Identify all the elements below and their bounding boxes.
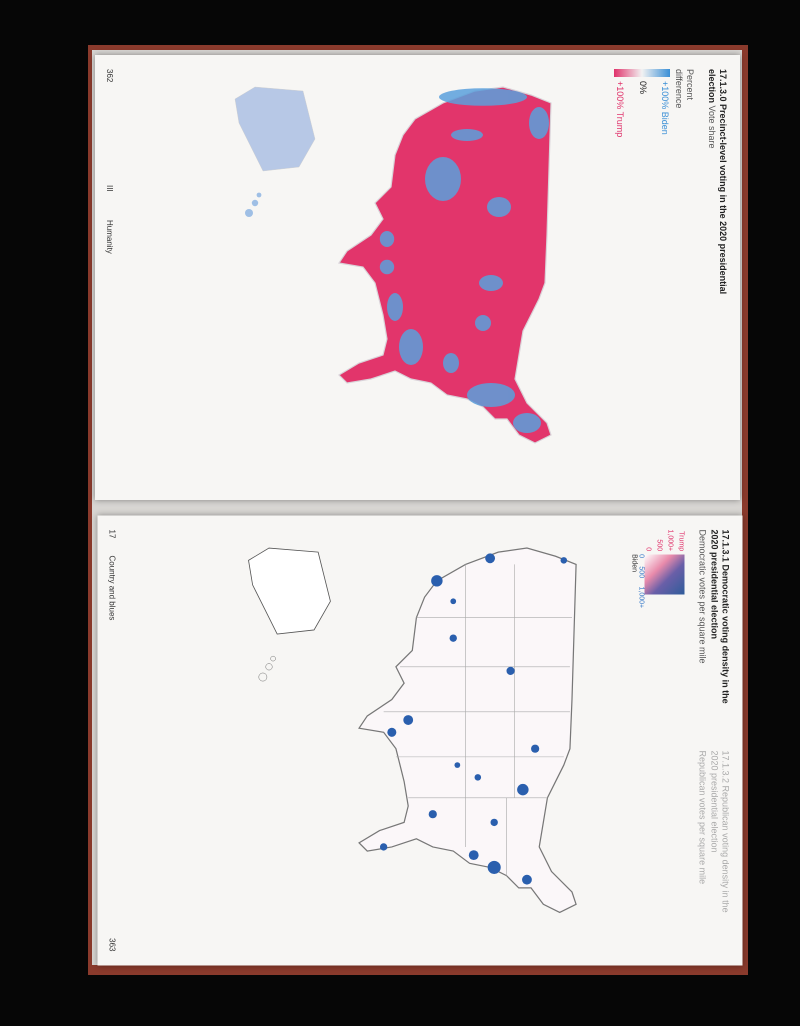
- figure-id: 17.1.3.1: [720, 529, 731, 563]
- blue-areas: [379, 88, 549, 433]
- page-number: 362: [105, 69, 114, 83]
- figure-subtitle: Republican votes per square mile: [698, 750, 708, 885]
- figure-id: 17.1.3.0: [718, 69, 728, 102]
- us-outline: [337, 86, 552, 444]
- page-right: 17.1.3.1 Democratic voting density in th…: [97, 515, 743, 966]
- legend-label: 0%: [637, 81, 648, 95]
- legend-x: 0 500 1,000+: [638, 554, 645, 608]
- hawaii: [245, 192, 262, 217]
- hawaii: [258, 655, 276, 682]
- legend-x-tick: 500: [637, 566, 645, 579]
- density-legend: Trump 1,000+ 500 0 0 500 1,000+ Biden: [631, 530, 685, 609]
- state-lines: [383, 564, 572, 876]
- section-number: 17: [107, 529, 117, 539]
- blue-dots: [379, 553, 568, 885]
- section-number: III: [105, 185, 114, 192]
- running-head: Humanity: [105, 220, 114, 254]
- legend-square: [644, 554, 685, 595]
- legend-title: Percent difference: [674, 69, 696, 109]
- legend-y-tick: 0: [644, 547, 652, 552]
- legend-y-tick: 1,000+: [666, 529, 674, 552]
- figure-subtitle: Democratic votes per square mile: [698, 529, 708, 664]
- legend-label: +100% Biden: [660, 81, 670, 135]
- legend-y: Trump 1,000+ 500 0: [645, 530, 685, 552]
- figure-subtitle: Vote share: [706, 105, 717, 149]
- figure-id: 17.1.3.2: [720, 750, 731, 784]
- figure-caption: 17.1.3.2 Republican voting density in th…: [697, 751, 731, 931]
- figure-caption: 17.1.3.1 Democratic voting density in th…: [697, 530, 731, 710]
- us-outline: [358, 547, 577, 914]
- legend-y-title: Trump: [677, 531, 685, 552]
- legend-y-tick: 500: [655, 539, 663, 552]
- density-map: [248, 547, 577, 914]
- page-left: 17.1.3.0 Precinct-level voting in the 20…: [95, 55, 740, 500]
- legend-x-tick: 0: [637, 554, 645, 559]
- legend-x-tick: 1,000+: [637, 586, 645, 609]
- alaska: [248, 547, 331, 635]
- alaska: [234, 86, 316, 172]
- figure-title: Precinct-level voting in the 2020 presid…: [706, 69, 728, 295]
- precinct-map: [234, 86, 552, 444]
- page-number: 363: [107, 938, 117, 952]
- running-head: Country and blues: [107, 555, 117, 621]
